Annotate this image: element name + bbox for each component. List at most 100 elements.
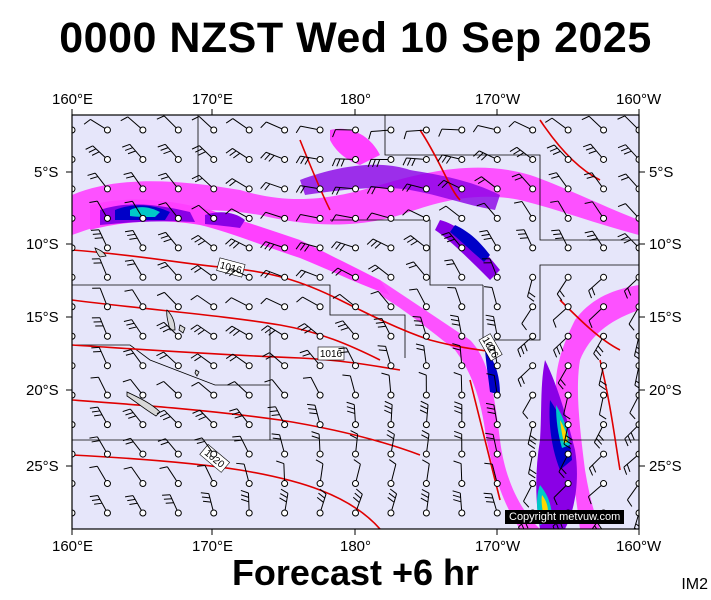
wind-barb [513,201,537,222]
wind-barb [366,185,395,195]
wind-barb [191,381,218,399]
wind-barb [633,332,639,360]
wind-barb [331,214,359,222]
wind-barb [295,242,324,252]
bottom-lon-label: 170°E [192,538,234,555]
wind-barb [403,235,430,252]
wind-barb [546,144,572,163]
wind-barb [366,212,395,222]
bottom-lon-label: 160°W [616,538,662,555]
wind-barb [522,391,537,420]
wind-barb [634,362,639,389]
wind-barb [551,229,572,252]
wind-barb [405,261,430,281]
wind-barb [441,232,466,252]
wind-barb [72,126,76,134]
wind-barb [267,406,289,429]
wind-barb [521,303,537,331]
wind-barb [156,291,182,311]
wind-barb [225,118,253,134]
wind-barb [418,371,430,399]
wind-barb [617,203,639,222]
wind-barb [474,176,501,193]
wind-barb [581,115,608,134]
wind-barb [370,290,395,311]
wind-barb [295,185,324,194]
wind-barb [552,303,572,328]
wind-barb [91,317,111,340]
top-lon-label: 160°W [616,91,662,108]
wind-barb [550,200,572,222]
wind-barb [444,259,466,281]
wind-barb [588,303,608,329]
top-lon-label: 170°W [475,91,521,108]
wind-barb [563,421,573,449]
wind-barb [352,459,361,488]
wind-barb [72,273,76,281]
wind-barb [299,349,324,370]
wind-barb [587,480,608,505]
wind-barb [122,378,147,399]
wind-barb [295,155,324,165]
wind-barb [623,450,639,475]
wind-barb [453,460,466,488]
wind-barb [553,480,572,506]
wind-barb [227,381,253,399]
wind-barb [260,297,289,311]
wind-barb [367,155,395,168]
wind-barb [476,202,501,222]
wind-barb [342,374,359,399]
wind-barb [387,488,398,517]
wind-barb [548,172,572,193]
wind-barb [271,433,289,458]
wind-barb [556,273,572,301]
wind-barb [72,421,76,429]
wind-barb [437,154,466,164]
wind-barb [122,408,147,429]
wind-barb [191,174,218,193]
wind-barb [485,432,501,458]
wind-barb [628,303,639,331]
wind-barb [122,143,147,163]
wind-barb [72,155,76,163]
wind-barb [516,229,537,252]
wind-barb [617,115,639,134]
wind-barb [527,421,538,449]
wind-barb [260,181,289,193]
wind-barb [485,402,501,429]
right-lat-label: 25°S [649,458,682,475]
wind-barb [262,352,289,370]
wind-barb [454,430,466,458]
wind-barb [260,121,289,134]
wind-barb [197,465,218,488]
wind-barb [412,316,430,340]
wind-barb [346,401,359,429]
wind-barb [232,435,253,458]
wind-barb [190,265,218,281]
axis-ticks [66,109,645,535]
wind-barb [236,462,253,488]
wind-barb [338,347,359,370]
wind-barb [225,325,253,340]
wind-barb [368,126,395,140]
wind-barb [447,287,466,311]
top-lon-label: 170°E [192,91,234,108]
wind-barb [453,372,466,399]
wind-barb [295,125,324,134]
top-lon-label: 180° [340,91,372,108]
wind-barb [89,494,111,517]
left-lat-label: 25°S [26,458,59,475]
wind-barb [484,462,501,488]
wind-barb [563,391,572,420]
wind-barb [83,118,111,134]
wind-barb [368,264,395,281]
wind-barb [584,230,608,252]
wind-barb [386,429,395,458]
wind-barb [240,489,253,517]
wind-barb [450,314,466,340]
top-lon-label: 160°E [52,91,94,108]
wind-barb [473,150,501,163]
wind-barb [593,332,608,361]
wind-barb [584,172,608,193]
wind-barb [617,233,639,252]
